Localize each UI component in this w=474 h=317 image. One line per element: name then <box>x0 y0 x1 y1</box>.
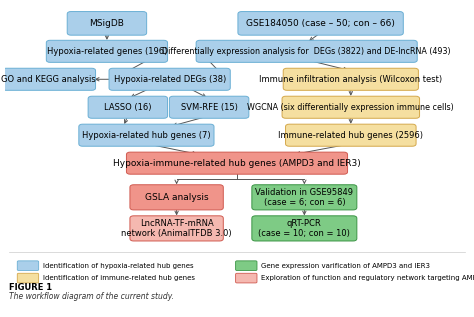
Text: Identification of hypoxia-related hub genes: Identification of hypoxia-related hub ge… <box>43 263 193 269</box>
Text: FIGURE 1: FIGURE 1 <box>9 283 53 292</box>
Text: qRT-PCR
(case = 10; con = 10): qRT-PCR (case = 10; con = 10) <box>258 219 350 238</box>
Text: Exploration of function and regulatory network targeting AMPD3 and IER3: Exploration of function and regulatory n… <box>261 275 474 281</box>
FancyBboxPatch shape <box>169 96 249 118</box>
Text: WGCNA (six differentially expression immune cells): WGCNA (six differentially expression imm… <box>247 103 454 112</box>
FancyBboxPatch shape <box>130 185 223 210</box>
Text: The workflow diagram of the current study.: The workflow diagram of the current stud… <box>9 292 174 301</box>
FancyBboxPatch shape <box>252 185 357 210</box>
Text: LASSO (16): LASSO (16) <box>104 103 152 112</box>
FancyBboxPatch shape <box>236 261 257 270</box>
Text: GSE184050 (case – 50; con – 66): GSE184050 (case – 50; con – 66) <box>246 19 395 28</box>
Text: LncRNA-TF-mRNA
network (AnimalTFDB 3.0): LncRNA-TF-mRNA network (AnimalTFDB 3.0) <box>121 219 232 238</box>
FancyBboxPatch shape <box>130 216 223 241</box>
Text: Validation in GSE95849
(case = 6; con = 6): Validation in GSE95849 (case = 6; con = … <box>255 188 353 207</box>
FancyBboxPatch shape <box>2 68 96 90</box>
Text: MSigDB: MSigDB <box>90 19 124 28</box>
Text: Immune infiltration analysis (Wilcoxon test): Immune infiltration analysis (Wilcoxon t… <box>259 75 442 84</box>
FancyBboxPatch shape <box>17 261 39 270</box>
FancyBboxPatch shape <box>79 124 214 146</box>
FancyBboxPatch shape <box>196 40 417 62</box>
FancyBboxPatch shape <box>238 11 403 35</box>
Text: GO and KEGG analysis: GO and KEGG analysis <box>1 75 96 84</box>
Text: Gene expression varification of AMPD3 and IER3: Gene expression varification of AMPD3 an… <box>261 263 430 269</box>
Text: Differentially expression analysis for  DEGs (3822) and DE-lncRNA (493): Differentially expression analysis for D… <box>163 47 451 56</box>
Text: Hypoxia-related genes (196): Hypoxia-related genes (196) <box>47 47 167 56</box>
FancyBboxPatch shape <box>285 124 416 146</box>
Text: GSLA analysis: GSLA analysis <box>145 193 209 202</box>
FancyBboxPatch shape <box>252 216 357 241</box>
FancyBboxPatch shape <box>88 96 167 118</box>
FancyBboxPatch shape <box>282 96 419 118</box>
Text: Hypoxia-related DEGs (38): Hypoxia-related DEGs (38) <box>113 75 226 84</box>
Text: Identification of immune-related hub genes: Identification of immune-related hub gen… <box>43 275 195 281</box>
FancyBboxPatch shape <box>127 152 347 174</box>
Text: Hypoxia-related hub genes (7): Hypoxia-related hub genes (7) <box>82 131 211 140</box>
FancyBboxPatch shape <box>17 273 39 283</box>
FancyBboxPatch shape <box>109 68 230 90</box>
FancyBboxPatch shape <box>236 273 257 283</box>
Text: Hypoxia-immune-related hub genes (AMPD3 and IER3): Hypoxia-immune-related hub genes (AMPD3 … <box>113 159 361 168</box>
FancyBboxPatch shape <box>67 11 146 35</box>
FancyBboxPatch shape <box>283 68 419 90</box>
Text: SVM-RFE (15): SVM-RFE (15) <box>181 103 237 112</box>
Text: Immune-related hub genes (2596): Immune-related hub genes (2596) <box>278 131 423 140</box>
FancyBboxPatch shape <box>46 40 167 62</box>
